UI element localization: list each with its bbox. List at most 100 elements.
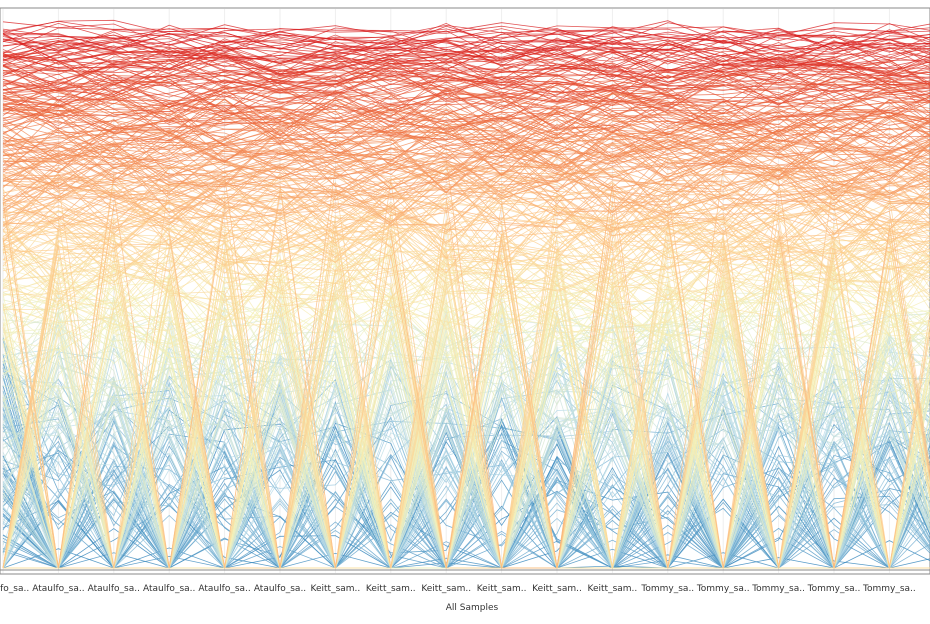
series-line bbox=[2, 160, 930, 219]
series-line bbox=[2, 120, 930, 181]
series-line bbox=[2, 125, 930, 177]
series-line bbox=[2, 150, 930, 212]
series-line bbox=[2, 226, 930, 569]
x-tick-label: Keitt_sam.. bbox=[421, 584, 471, 594]
x-tick-label: Ataulfo_sa.. bbox=[198, 584, 250, 594]
series-line bbox=[3, 218, 930, 569]
series-line bbox=[2, 244, 930, 569]
series-line bbox=[2, 25, 930, 52]
series-line bbox=[2, 201, 930, 569]
series-line bbox=[2, 24, 930, 54]
series-line bbox=[2, 91, 930, 141]
series-line bbox=[2, 107, 930, 166]
series-line bbox=[2, 29, 930, 57]
x-tick-label: Keitt_sam.. bbox=[477, 584, 527, 594]
series-line bbox=[2, 35, 930, 70]
series-line bbox=[2, 89, 930, 129]
series-line bbox=[2, 103, 930, 159]
series-line bbox=[2, 295, 930, 570]
series-line bbox=[2, 26, 930, 57]
series-line bbox=[2, 403, 930, 569]
x-tick-label: Ataulfo_sa.. bbox=[32, 584, 84, 594]
series-line bbox=[2, 166, 930, 209]
series-line bbox=[2, 22, 930, 51]
series-line bbox=[2, 40, 930, 75]
series-line bbox=[2, 185, 930, 569]
series-line bbox=[2, 187, 930, 569]
series-line bbox=[2, 294, 930, 570]
series-line bbox=[2, 159, 930, 235]
x-tick-label: Ataulfo_sa.. bbox=[254, 584, 306, 594]
series-line bbox=[2, 125, 930, 186]
x-tick-label: Keitt_sam.. bbox=[366, 584, 416, 594]
series-line bbox=[2, 203, 930, 569]
series-line bbox=[2, 109, 930, 167]
series-line bbox=[2, 88, 930, 133]
series-line bbox=[2, 202, 930, 569]
x-tick-label: Tommy_sa.. bbox=[696, 584, 750, 594]
series-line bbox=[2, 283, 930, 570]
x-tick-label: Keitt_sam.. bbox=[532, 584, 582, 594]
series-line bbox=[2, 51, 930, 90]
series-line bbox=[2, 334, 930, 570]
series-line bbox=[2, 99, 930, 152]
series-line bbox=[2, 69, 930, 108]
series-line bbox=[2, 77, 930, 123]
series-line bbox=[2, 133, 930, 197]
x-tick-label: Keitt_sam.. bbox=[588, 584, 638, 594]
x-axis-label: All Samples bbox=[446, 603, 499, 613]
series-line bbox=[2, 65, 930, 109]
series-line bbox=[2, 340, 930, 570]
series-line bbox=[2, 60, 930, 102]
x-tick-label: Tommy_sa.. bbox=[640, 584, 694, 594]
series-line bbox=[3, 229, 930, 569]
series-line bbox=[2, 214, 930, 297]
series-line bbox=[2, 95, 930, 134]
series-line bbox=[2, 181, 930, 569]
series-line bbox=[2, 96, 930, 150]
series-line bbox=[2, 88, 930, 132]
series-line bbox=[2, 193, 930, 569]
series-line bbox=[3, 453, 930, 569]
series-line bbox=[2, 147, 930, 220]
series-line bbox=[2, 123, 930, 180]
x-tick-labels: Ataulfo_sa..Ataulfo_sa..Ataulfo_sa..Atau… bbox=[0, 584, 916, 594]
series-line bbox=[2, 58, 930, 101]
series-line bbox=[2, 83, 930, 127]
series-line bbox=[2, 325, 930, 570]
series-line bbox=[2, 118, 930, 165]
x-tick-label: Tommy_sa.. bbox=[862, 584, 916, 594]
x-tick-label: Tommy_sa.. bbox=[751, 584, 805, 594]
series-lines bbox=[2, 19, 930, 570]
series-line bbox=[2, 129, 930, 179]
series-line bbox=[2, 81, 930, 114]
series-line bbox=[2, 216, 930, 569]
series-line bbox=[2, 22, 930, 46]
x-tick-label: Ataulfo_sa.. bbox=[143, 584, 195, 594]
series-line bbox=[2, 70, 930, 113]
series-line bbox=[2, 30, 930, 54]
series-line bbox=[2, 73, 930, 117]
series-line bbox=[2, 145, 930, 190]
series-line bbox=[2, 192, 930, 277]
series-line bbox=[2, 88, 930, 139]
series-line bbox=[2, 136, 930, 194]
series-line bbox=[2, 211, 930, 569]
series-line bbox=[2, 197, 930, 261]
series-line bbox=[2, 381, 930, 570]
series-line bbox=[2, 172, 930, 569]
series-line bbox=[2, 166, 930, 569]
x-tick-label: Ataulfo_sa.. bbox=[0, 584, 29, 594]
series-line bbox=[2, 176, 930, 569]
series-line bbox=[2, 196, 930, 272]
series-line bbox=[2, 136, 930, 201]
series-line bbox=[2, 46, 930, 84]
series-line bbox=[2, 67, 930, 109]
series-line bbox=[2, 116, 930, 170]
series-line bbox=[2, 91, 930, 144]
series-line bbox=[2, 34, 930, 69]
series-line bbox=[2, 209, 930, 569]
series-line bbox=[2, 252, 930, 569]
series-line bbox=[2, 20, 930, 44]
